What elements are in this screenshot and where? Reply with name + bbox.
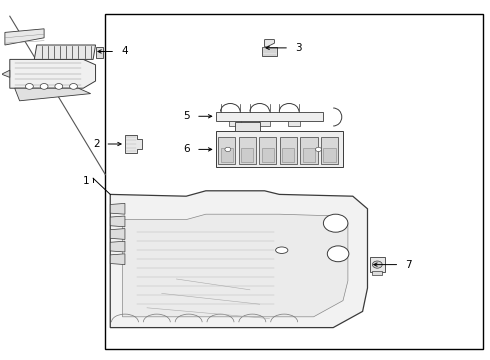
Polygon shape	[110, 216, 125, 227]
Text: 2: 2	[93, 139, 99, 149]
Text: 1: 1	[82, 176, 89, 186]
Bar	[262, 148, 274, 162]
Text: 5: 5	[183, 111, 190, 121]
Circle shape	[372, 261, 382, 268]
Bar	[323, 148, 336, 162]
Polygon shape	[5, 29, 44, 45]
Text: 6: 6	[183, 144, 190, 154]
Circle shape	[327, 246, 349, 262]
Polygon shape	[110, 254, 125, 265]
Bar	[235, 122, 260, 131]
Bar	[370, 257, 385, 272]
Bar	[216, 131, 343, 167]
Bar	[282, 148, 294, 162]
Circle shape	[40, 84, 48, 89]
Polygon shape	[265, 40, 274, 47]
Polygon shape	[110, 241, 125, 252]
Circle shape	[70, 84, 77, 89]
Polygon shape	[10, 59, 96, 88]
Bar	[105, 14, 483, 349]
Bar	[259, 137, 276, 164]
Polygon shape	[34, 45, 96, 59]
Text: 7: 7	[405, 260, 412, 270]
Circle shape	[25, 84, 33, 89]
Bar	[280, 137, 297, 164]
Polygon shape	[110, 191, 368, 328]
Polygon shape	[15, 88, 91, 101]
Bar	[372, 271, 382, 275]
Bar	[288, 121, 300, 126]
Text: 4: 4	[121, 46, 128, 57]
Polygon shape	[125, 135, 142, 153]
Bar	[303, 148, 315, 162]
Bar	[216, 112, 323, 121]
Bar	[239, 137, 256, 164]
Bar	[229, 121, 241, 126]
Bar	[300, 137, 318, 164]
Ellipse shape	[275, 247, 288, 253]
Circle shape	[323, 214, 348, 232]
Polygon shape	[110, 229, 125, 239]
Bar	[218, 137, 235, 164]
Text: 3: 3	[295, 43, 302, 53]
Polygon shape	[2, 70, 10, 77]
Bar	[220, 148, 233, 162]
Bar	[259, 121, 270, 126]
Polygon shape	[110, 203, 125, 214]
Polygon shape	[122, 214, 348, 317]
Circle shape	[316, 147, 321, 152]
Circle shape	[55, 84, 63, 89]
Bar	[241, 148, 253, 162]
Polygon shape	[96, 47, 103, 58]
Polygon shape	[262, 47, 277, 56]
Bar	[321, 137, 338, 164]
Circle shape	[225, 147, 231, 152]
